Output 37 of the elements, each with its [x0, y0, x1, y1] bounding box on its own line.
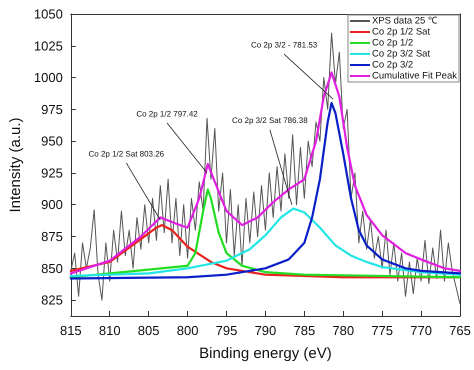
- x-tick-label: 810: [98, 323, 121, 338]
- annotation: Co 2p 1/2 797.42: [136, 109, 198, 118]
- x-tick-label: 775: [371, 323, 394, 338]
- legend-label: XPS data 25 ℃: [372, 16, 438, 26]
- x-tick-label: 805: [138, 323, 160, 338]
- y-tick-label: 1050: [34, 6, 63, 22]
- y-tick-label: 875: [41, 229, 63, 244]
- annotation: Co 2p 3/2 Sat 786.38: [232, 116, 308, 126]
- y-tick-label: 1025: [34, 38, 63, 54]
- x-tick-label: 800: [176, 323, 198, 338]
- y-tick-label: 950: [41, 134, 63, 149]
- y-tick-label: 825: [41, 292, 63, 308]
- x-tick-label: 765: [449, 323, 471, 338]
- legend-label: Cumulative Fit Peak: [372, 70, 458, 82]
- line-series: [70, 188, 462, 278]
- legend-label: Co 2p 3/2: [372, 60, 414, 70]
- y-axis-title: Intensity (a.u.): [7, 117, 24, 213]
- legend-label: Co 2p 1/2: [372, 38, 414, 48]
- legend-label: Co 2p 1/2 Sat: [372, 26, 430, 38]
- line-series: [70, 71, 462, 274]
- legend-label: Co 2p 3/2 Sat: [372, 48, 430, 60]
- line-series: [70, 102, 462, 280]
- y-tick-label: 975: [41, 102, 63, 117]
- y-tick-label: 1000: [34, 70, 63, 86]
- annotation: Co 2p 3/2 - 781.53: [250, 40, 318, 50]
- annotation: Co 2p 1/2 Sat 803.26: [88, 149, 165, 158]
- x-tick-label: 795: [216, 323, 238, 338]
- y-tick-label: 900: [41, 197, 63, 212]
- x-tick-label: 815: [60, 323, 82, 338]
- y-tick-label: 850: [41, 260, 63, 276]
- y-tick-label: 925: [41, 165, 63, 180]
- x-tick-label: 790: [254, 323, 276, 338]
- x-tick-label: 770: [410, 323, 432, 338]
- line-series: [70, 207, 462, 278]
- x-axis-title: Binding energy (eV): [199, 345, 332, 362]
- x-tick-label: 780: [332, 323, 354, 338]
- x-tick-label: 785: [293, 323, 316, 338]
